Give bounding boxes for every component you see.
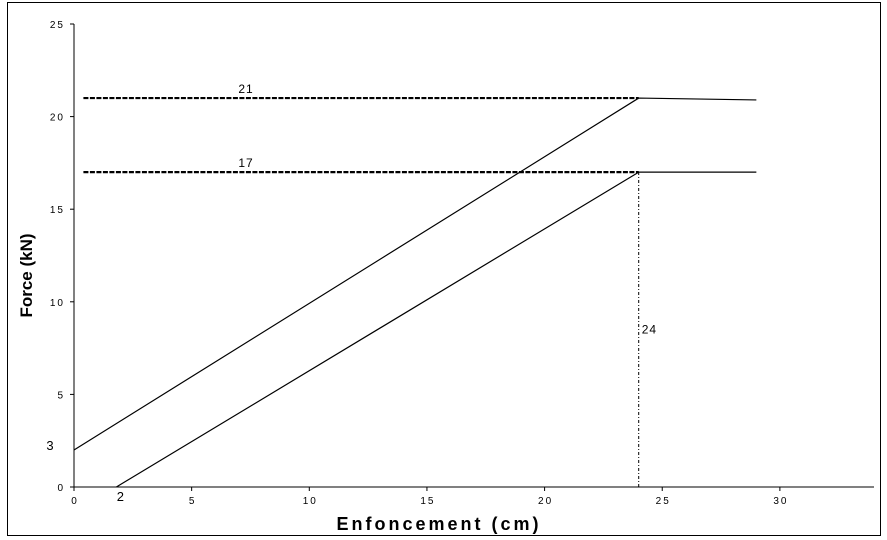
x-tick-label: 20 <box>538 496 553 507</box>
reference-label-21: 21 <box>238 82 253 96</box>
y-tick-label: 25 <box>50 20 65 31</box>
annotation-label-2: 2 <box>117 489 124 504</box>
y-tick-label: 10 <box>50 298 65 309</box>
chart-frame <box>7 2 881 536</box>
annotation-label-3: 3 <box>46 438 53 453</box>
reference-lines <box>83 96 640 487</box>
x-tick-label: 25 <box>656 496 671 507</box>
y-tick-label: 20 <box>50 113 65 124</box>
chart-axes <box>70 23 874 491</box>
x-axis-title: Enfoncement (cm) <box>336 514 541 534</box>
x-tick-label: 30 <box>773 496 788 507</box>
x-tick-label: 5 <box>189 496 197 507</box>
y-tick-label: 15 <box>50 205 65 216</box>
series-line-2 <box>116 171 757 488</box>
y-tick-label: 0 <box>57 483 65 494</box>
chart-series <box>73 97 757 488</box>
y-tick-label: 5 <box>57 390 65 401</box>
x-tick-label: 0 <box>71 496 79 507</box>
reference-label-17: 17 <box>238 156 253 170</box>
chart-labels: 0 5 10 15 20 25 30 0 5 10 15 20 25 21 17 24 3 2 Enfoncemen… <box>17 20 788 534</box>
x-tick-label: 15 <box>420 496 435 507</box>
series-line-1 <box>73 97 757 451</box>
y-axis-title: Force (kN) <box>17 233 36 317</box>
x-tick-label: 10 <box>303 496 318 507</box>
reference-label-24: 24 <box>642 323 657 337</box>
